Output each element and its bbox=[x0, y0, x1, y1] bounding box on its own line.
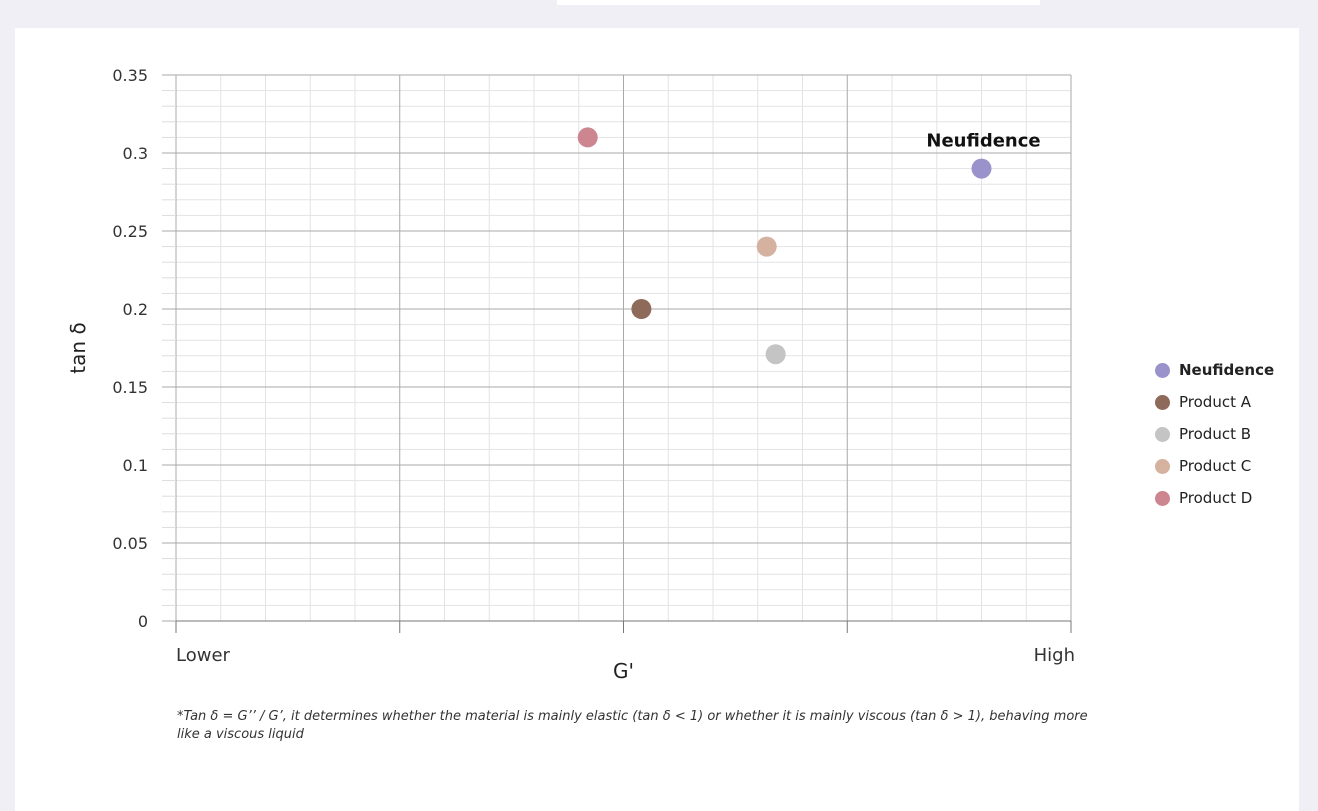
footnote: *Tan δ = G’’ / G’, it determines whether… bbox=[177, 709, 1088, 742]
legend-swatch bbox=[1155, 362, 1170, 378]
legend-label: Product A bbox=[1179, 393, 1251, 411]
chart-card: 0 0.05 0.1 0.15 0.2 0.25 0.3 0.35 Lower High G'… bbox=[15, 28, 1299, 811]
legend-label: Product B bbox=[1179, 425, 1252, 443]
scatter-chart: 0 0.05 0.1 0.15 0.2 0.25 0.3 0.35 Lower High G'… bbox=[66, 66, 1075, 683]
legend-swatch bbox=[1155, 490, 1170, 506]
legend-label: Neufidence bbox=[1179, 361, 1275, 379]
y-axis-title: tan δ bbox=[66, 322, 90, 373]
y-tick-label: 0.05 bbox=[112, 534, 148, 553]
point-label-neufidence: Neufidence bbox=[926, 131, 1040, 152]
legend-item-product-a[interactable]: Product A bbox=[1155, 386, 1274, 418]
point-product-b[interactable] bbox=[765, 344, 786, 365]
y-tick-label: 0.3 bbox=[123, 144, 148, 163]
top-tab-strip bbox=[557, 0, 1040, 5]
axes bbox=[162, 74, 1072, 633]
legend: Neufidence Product A Product B Product C Pro… bbox=[1155, 354, 1274, 514]
x-axis-low-label: Lower bbox=[176, 645, 231, 666]
legend-item-product-c[interactable]: Product C bbox=[1155, 450, 1274, 482]
x-axis-title: G' bbox=[613, 659, 634, 683]
y-tick-label: 0 bbox=[138, 612, 148, 631]
y-tick-label: 0.35 bbox=[112, 66, 148, 85]
point-product-a[interactable] bbox=[631, 299, 652, 319]
y-tick-label: 0.15 bbox=[112, 378, 148, 397]
point-product-c[interactable] bbox=[756, 236, 777, 257]
y-tick-label: 0.1 bbox=[123, 456, 148, 475]
legend-swatch bbox=[1155, 458, 1170, 474]
point-product-d[interactable] bbox=[577, 127, 598, 148]
legend-item-product-b[interactable]: Product B bbox=[1155, 418, 1274, 450]
legend-item-neufidence[interactable]: Neufidence bbox=[1155, 354, 1274, 386]
grid bbox=[175, 74, 1072, 621]
y-tick-label: 0.2 bbox=[123, 300, 148, 319]
x-axis-high-label: High bbox=[1034, 645, 1075, 666]
legend-swatch bbox=[1155, 394, 1170, 410]
legend-label: Product D bbox=[1179, 489, 1253, 507]
y-tick-label: 0.25 bbox=[112, 222, 148, 241]
point-neufidence[interactable] bbox=[971, 158, 992, 179]
legend-label: Product C bbox=[1179, 457, 1252, 475]
legend-swatch bbox=[1155, 426, 1170, 442]
y-tick-labels: 0 0.05 0.1 0.15 0.2 0.25 0.3 0.35 bbox=[112, 66, 148, 631]
legend-item-product-d[interactable]: Product D bbox=[1155, 482, 1274, 514]
data-points: Neufidence bbox=[577, 127, 1041, 365]
